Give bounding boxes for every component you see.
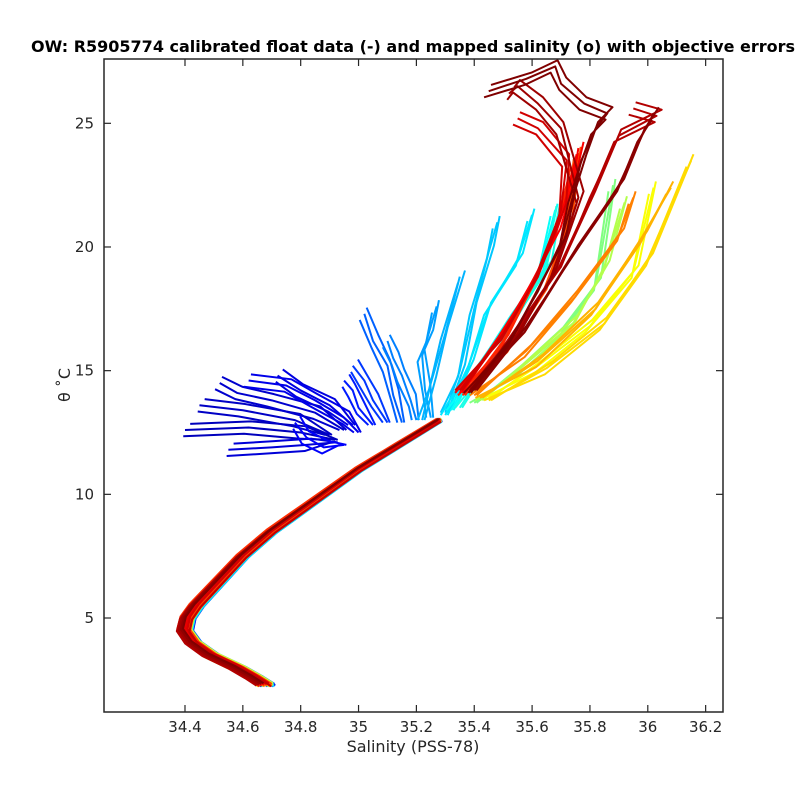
deep-profile-line (188, 420, 442, 688)
y-tick-label: 10 (75, 485, 94, 503)
y-axis-label: θ ˚C (55, 368, 74, 402)
plot-lines (175, 59, 695, 688)
upper-profile-line (446, 215, 501, 414)
upper-profile-line (243, 385, 355, 434)
upper-profile-line (351, 365, 389, 424)
upper-profile-line (348, 373, 377, 426)
upper-profile-line (275, 380, 349, 426)
chart-title: OW: R5905774 calibrated float data (-) a… (31, 37, 795, 56)
upper-profile-line (423, 270, 466, 421)
y-tick-labels: 5 10 15 20 25 (75, 114, 94, 627)
upper-profile-line (292, 428, 340, 455)
y-tick-label: 20 (75, 238, 94, 256)
upper-profile-line (444, 221, 499, 414)
upper-profile-line (475, 191, 637, 397)
upper-profile-line (446, 208, 536, 416)
y-tick-label: 5 (84, 609, 94, 627)
upper-profile-line (343, 379, 374, 426)
upper-profile-line (350, 371, 384, 424)
upper-profile-line (199, 404, 331, 436)
x-tick-label: 34.6 (226, 718, 259, 736)
upper-profile-line (481, 180, 675, 399)
upper-profile-line (228, 441, 336, 451)
upper-profile-line (469, 79, 585, 394)
upper-profile-line (483, 193, 650, 399)
x-axis-label: Salinity (PSS-78) (347, 737, 480, 756)
upper-profile-line (358, 319, 399, 423)
x-tick-label: 35 (349, 718, 368, 736)
upper-profile-line (475, 106, 660, 392)
upper-profile-line (282, 368, 356, 426)
axis-ticks (104, 59, 723, 712)
upper-profile-line (386, 340, 418, 421)
upper-profile-line (388, 334, 420, 421)
x-tick-label: 36.2 (689, 718, 722, 736)
upper-profile-line (469, 59, 614, 394)
upper-profile-line (421, 276, 461, 421)
plot-frame (103, 58, 724, 713)
upper-profile-line (219, 382, 345, 431)
x-tick-label: 36 (638, 718, 657, 736)
upper-profile-line (226, 441, 332, 457)
upper-profile-line (490, 153, 695, 402)
x-tick-labels: 34.4 34.6 34.8 35 35.2 35.4 35.6 35.8 36 36.2 (168, 718, 722, 736)
x-tick-label: 35.6 (515, 718, 548, 736)
upper-profile-line (461, 111, 571, 392)
x-tick-label: 35.8 (573, 718, 606, 736)
upper-profile-line (381, 346, 413, 421)
upper-profile-line (357, 359, 391, 423)
upper-profile-line (488, 160, 693, 402)
upper-profile-line (250, 373, 362, 433)
x-tick-label: 34.8 (284, 718, 317, 736)
upper-profile-line (467, 85, 580, 394)
upper-profile-line (341, 386, 370, 426)
x-tick-label: 34.4 (168, 718, 201, 736)
upper-profile-line (299, 415, 347, 446)
x-tick-label: 35.2 (400, 718, 433, 736)
upper-profile-line (221, 375, 348, 431)
upper-profile-line (416, 282, 460, 421)
upper-profile-line (363, 313, 403, 423)
deep-profile-line (181, 417, 440, 685)
y-tick-label: 15 (75, 362, 94, 380)
upper-profile-line (214, 388, 340, 431)
upper-profile-line (248, 379, 360, 434)
upper-profile-line (233, 437, 338, 445)
y-tick-label: 25 (75, 114, 94, 132)
x-tick-label: 35.4 (458, 718, 491, 736)
upper-profile-line (294, 421, 345, 449)
